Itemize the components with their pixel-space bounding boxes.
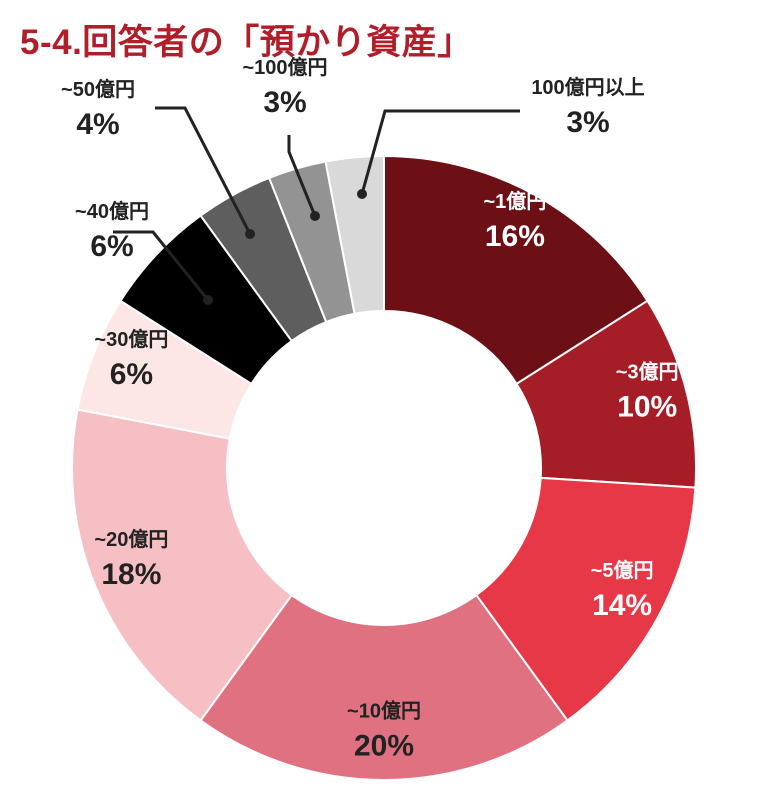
value-label-upto-1oku: 16% <box>485 220 545 253</box>
slice-100oku-plus <box>324 154 385 315</box>
page-title: 5-4.回答者の「預かり資産」 <box>20 23 473 62</box>
value-label-upto-100oku: 3% <box>263 86 306 119</box>
slices <box>71 154 697 781</box>
leader-line-upto-100oku <box>287 135 317 217</box>
slice-upto-10oku <box>199 593 569 781</box>
slice-upto-20oku <box>71 408 294 722</box>
category-label-upto-30oku: ~30億円 <box>94 327 168 351</box>
category-label-upto-1oku: ~1億円 <box>483 189 546 213</box>
value-label-upto-3oku: 10% <box>617 390 677 423</box>
slice-upto-1oku <box>383 154 649 386</box>
leader-line-100oku-plus <box>360 109 520 195</box>
category-label-upto-10oku: ~10億円 <box>347 699 421 723</box>
value-label-upto-30oku: 6% <box>110 358 153 391</box>
leader-lines <box>113 106 520 305</box>
value-label-upto-40oku: 6% <box>90 230 133 263</box>
category-label-upto-40oku: ~40億円 <box>75 199 149 223</box>
category-label-upto-100oku: ~100億円 <box>242 55 327 79</box>
leader-dot-upto-40oku <box>203 295 213 305</box>
value-label-upto-20oku: 18% <box>101 558 161 591</box>
leader-dot-upto-50oku <box>245 229 255 239</box>
category-label-upto-5oku: ~5億円 <box>591 558 654 582</box>
value-label-upto-50oku: 4% <box>76 108 119 141</box>
leader-dot-upto-100oku <box>310 211 320 221</box>
leader-dot-100oku-plus <box>357 189 367 199</box>
slice-upto-5oku <box>474 476 697 722</box>
slice-labels: ~1億円 16% ~3億円 10% ~5億円 14% ~10億円 20% ~20億円 18% ~30… <box>61 55 679 763</box>
value-label-upto-10oku: 20% <box>354 730 414 763</box>
category-label-upto-50oku: ~50億円 <box>61 77 135 101</box>
category-label-100oku-plus: 100億円以上 <box>531 75 644 99</box>
leader-line-upto-50oku <box>155 106 252 235</box>
value-label-100oku-plus: 3% <box>566 106 609 139</box>
leader-line-upto-40oku <box>113 230 210 301</box>
value-label-upto-5oku: 14% <box>592 589 652 622</box>
category-label-upto-3oku: ~3億円 <box>616 359 679 383</box>
category-label-upto-20oku: ~20億円 <box>94 527 168 551</box>
